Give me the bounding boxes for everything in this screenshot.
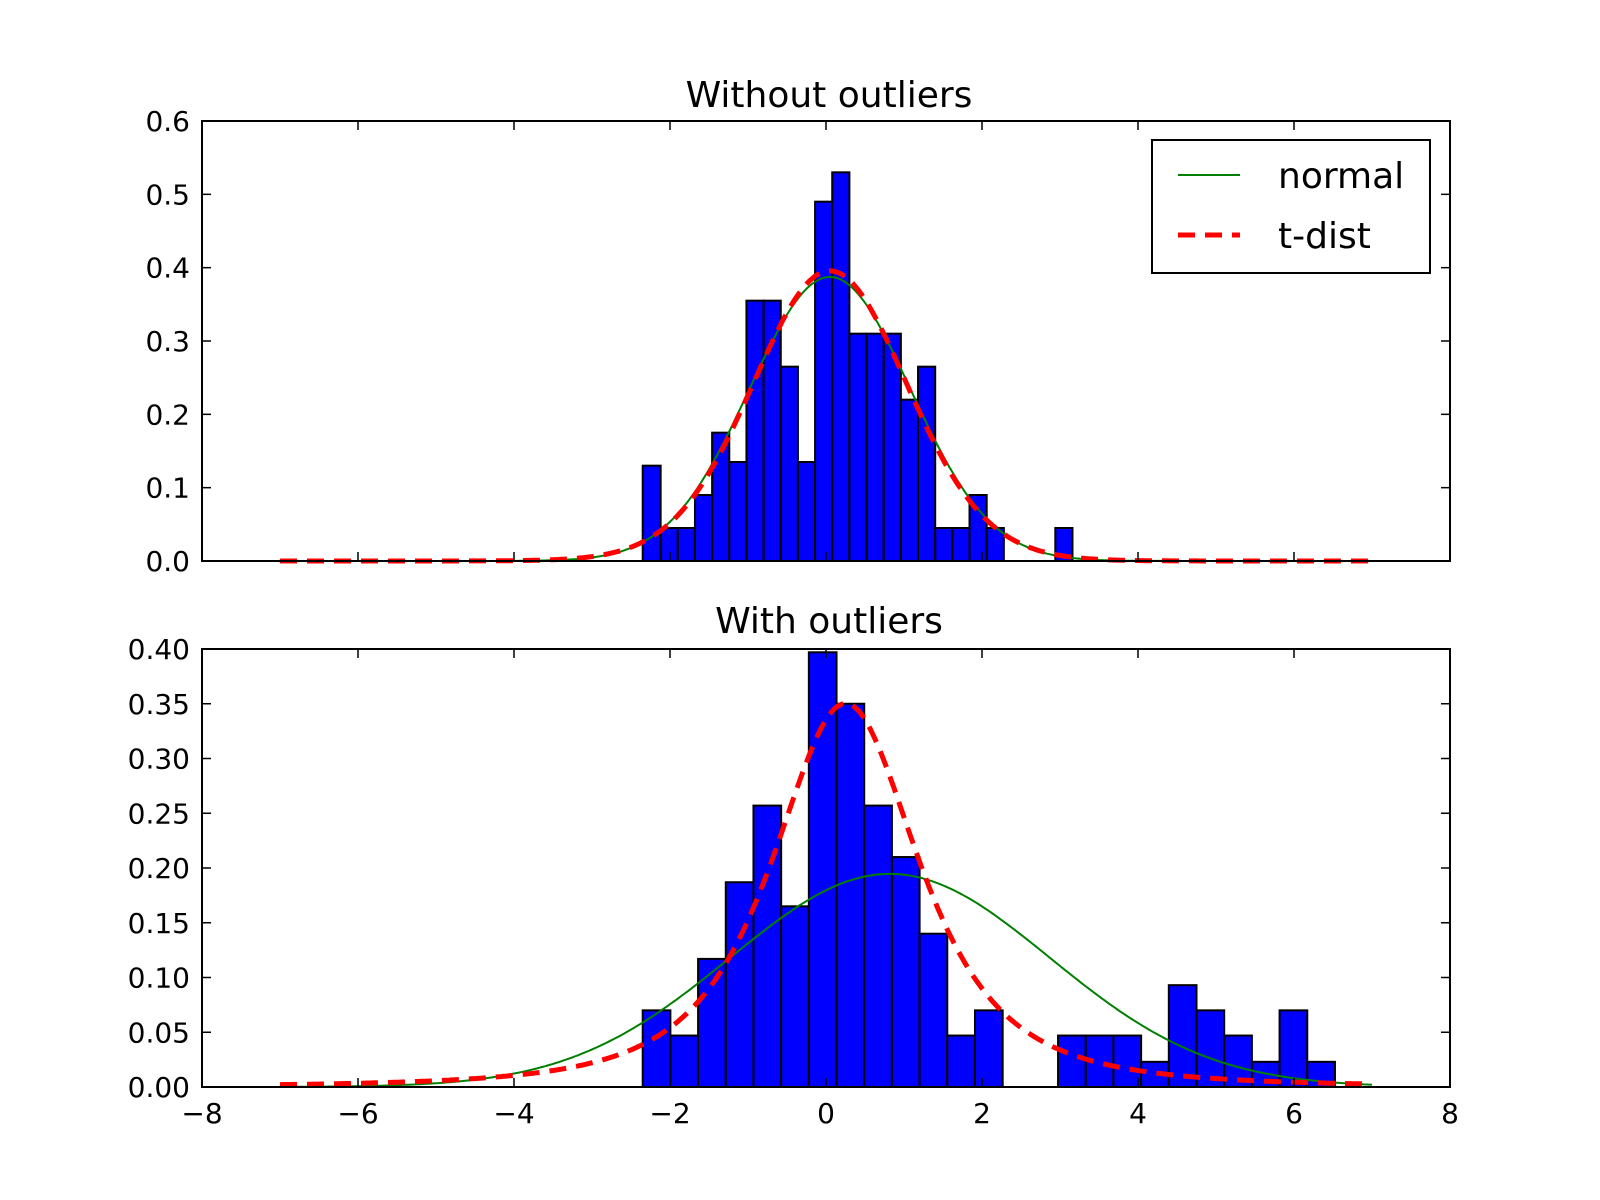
histogram-bar: [863, 804, 893, 1089]
histogram-bars: [641, 651, 1336, 1089]
subplot-with-outliers: With outliers 0.000.050.100.150.200.250.…: [128, 601, 1459, 1130]
normal-curve: [279, 872, 1373, 1088]
x-tick-label: −4: [493, 1097, 534, 1130]
chart-title: Without outliers: [686, 75, 973, 116]
histogram-bar: [848, 332, 868, 562]
histogram-bar: [697, 957, 727, 1089]
legend-box: [1151, 139, 1431, 274]
histogram-bar: [973, 1009, 1004, 1088]
histogram-bar: [780, 905, 810, 1089]
x-tick-label: 0: [817, 1097, 835, 1130]
legend-label-normal: normal: [1278, 156, 1404, 197]
histogram-bar: [659, 527, 679, 562]
y-tick-label: 0.0: [145, 545, 190, 578]
y-tick-label: 0.1: [145, 472, 190, 505]
histogram-bar: [745, 299, 765, 562]
legend-label-t-dist: t-dist: [1278, 216, 1371, 257]
histogram-bar: [1167, 984, 1198, 1088]
histogram-bar: [1057, 1034, 1087, 1089]
y-tick-label: 0.00: [128, 1071, 190, 1104]
y-tick-label: 0.40: [128, 633, 190, 666]
y-tick-label: 0.3: [145, 325, 190, 358]
histogram-bar: [934, 527, 954, 562]
histogram-bar: [899, 398, 920, 562]
histogram-bar: [814, 200, 834, 563]
histogram-bar: [951, 527, 971, 562]
histogram-bar: [728, 461, 748, 562]
histogram-bar: [641, 1009, 672, 1088]
histogram-bar: [1112, 1034, 1143, 1089]
histogram-bar: [946, 1034, 976, 1089]
histogram-bar: [669, 1034, 700, 1089]
histogram-bar: [796, 461, 817, 562]
histogram-bar: [693, 494, 714, 562]
legend: normal t-dist: [1151, 139, 1431, 274]
subplot-without-outliers: Without outliers 0.0 0.1 0.2 0.3 0.4 0.5 0.6 n…: [145, 75, 1451, 578]
x-tick-label: −6: [337, 1097, 378, 1130]
y-tick-labels: 0.0 0.1 0.2 0.3 0.4 0.5 0.6: [145, 105, 190, 578]
x-tick-label: 4: [1129, 1097, 1147, 1130]
histogram-bar: [641, 464, 662, 562]
y-tick-label: 0.25: [128, 797, 190, 830]
y-tick-labels: 0.00 0.05 0.10 0.15 0.20 0.25 0.30 0.35 0.40: [128, 633, 190, 1104]
x-tick-label: 2: [973, 1097, 991, 1130]
y-tick-label: 0.10: [128, 962, 190, 995]
y-tick-label: 0.2: [145, 398, 190, 431]
y-tick-label: 0.35: [128, 688, 190, 721]
y-tick-label: 0.4: [145, 252, 190, 285]
y-tick-label: 0.30: [128, 743, 190, 776]
y-tick-label: 0.5: [145, 178, 190, 211]
axis-ticks: [201, 648, 1451, 1088]
x-tick-label: 6: [1285, 1097, 1303, 1130]
histogram-bar: [779, 365, 799, 562]
histogram-bar: [1195, 1009, 1226, 1088]
histogram-bar: [831, 171, 851, 562]
y-tick-label: 0.15: [128, 907, 190, 940]
x-tick-label: −8: [181, 1097, 222, 1130]
t-dist-curve: [280, 700, 1372, 1088]
histogram-bar: [1278, 1009, 1309, 1088]
histogram-bar: [835, 702, 866, 1088]
x-tick-label: 8: [1441, 1097, 1459, 1130]
fit-curves: [279, 700, 1373, 1088]
histogram-bar: [676, 527, 696, 562]
y-tick-label: 0.05: [128, 1016, 190, 1049]
x-tick-labels: −8 −6 −4 −2 0 2 4 6 8: [181, 1097, 1459, 1130]
x-tick-label: −2: [649, 1097, 690, 1130]
chart-title: With outliers: [715, 601, 943, 642]
y-tick-label: 0.20: [128, 852, 190, 885]
histogram-bar: [752, 804, 783, 1089]
histogram-bar: [865, 332, 885, 562]
histogram-bar: [890, 856, 921, 1088]
histogram-bar: [917, 365, 937, 562]
axis-ticks: [201, 120, 1451, 562]
histogram-bar: [807, 651, 838, 1088]
histogram-bar: [918, 932, 949, 1089]
y-tick-label: 0.6: [145, 105, 190, 138]
